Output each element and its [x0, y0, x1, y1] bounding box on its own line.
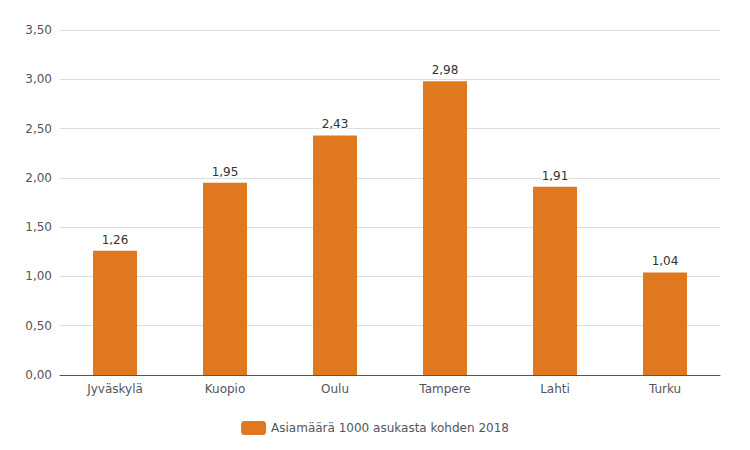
svg-text:2,98: 2,98 [432, 63, 459, 77]
svg-text:Turku: Turku [648, 382, 681, 396]
svg-text:1,50: 1,50 [25, 220, 52, 234]
svg-text:3,00: 3,00 [25, 72, 52, 86]
svg-text:Oulu: Oulu [321, 382, 349, 396]
svg-text:1,04: 1,04 [652, 254, 679, 268]
svg-text:2,00: 2,00 [25, 171, 52, 185]
svg-text:1,00: 1,00 [25, 269, 52, 283]
svg-text:Asiamäärä 1000 asukasta kohden: Asiamäärä 1000 asukasta kohden 2018 [271, 421, 509, 435]
svg-text:2,50: 2,50 [25, 122, 52, 136]
svg-text:1,91: 1,91 [542, 169, 569, 183]
svg-text:Kuopio: Kuopio [205, 382, 246, 396]
svg-text:Tampere: Tampere [418, 382, 470, 396]
svg-text:1,26: 1,26 [102, 233, 129, 247]
svg-text:3,50: 3,50 [25, 23, 52, 37]
svg-text:2,43: 2,43 [322, 117, 349, 131]
svg-text:Jyväskylä: Jyväskylä [86, 382, 143, 396]
svg-text:Lahti: Lahti [540, 382, 570, 396]
svg-text:0,50: 0,50 [25, 319, 52, 333]
svg-text:1,95: 1,95 [212, 165, 239, 179]
svg-text:0,00: 0,00 [25, 368, 52, 382]
